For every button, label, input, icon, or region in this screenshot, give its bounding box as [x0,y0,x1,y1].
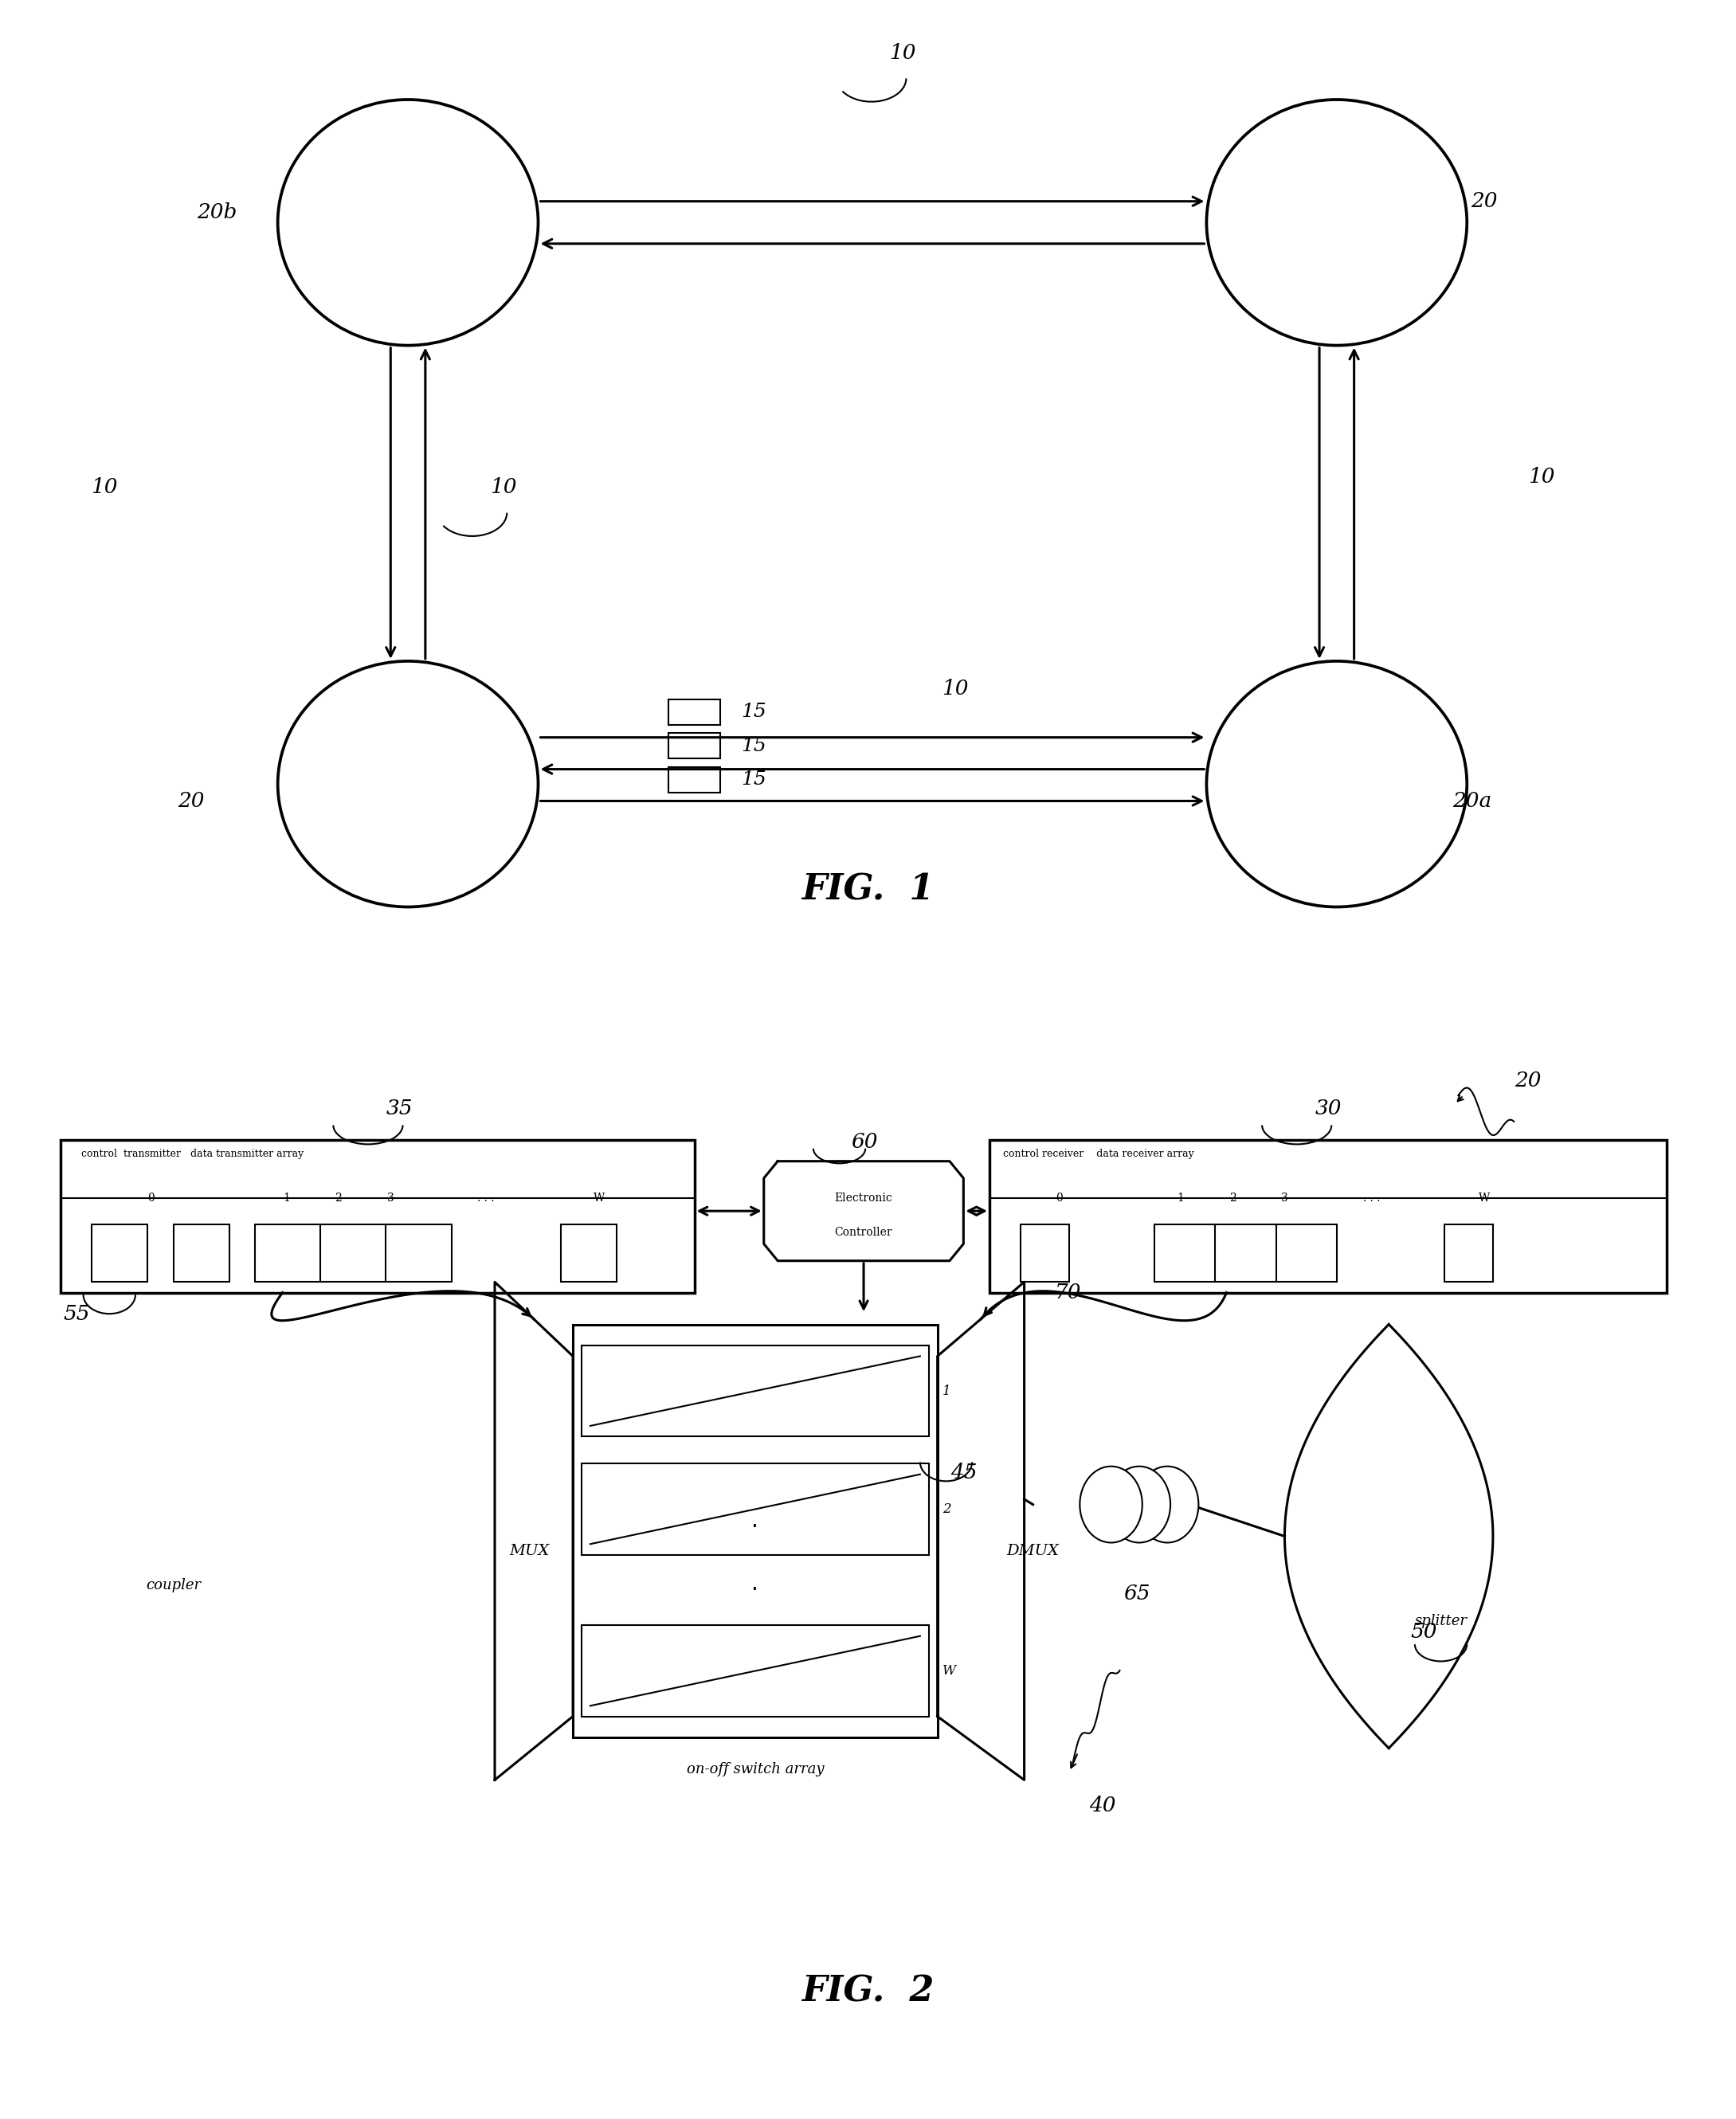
Text: FIG.  2: FIG. 2 [802,1975,934,2009]
Text: 0: 0 [148,1193,155,1204]
Text: W: W [1479,1193,1489,1204]
Text: control receiver    data receiver array: control receiver data receiver array [1003,1148,1194,1159]
Circle shape [1080,1466,1142,1543]
Text: 10: 10 [941,678,969,699]
Text: 0: 0 [1055,1193,1062,1204]
Text: 15: 15 [741,771,767,788]
Text: 50: 50 [1410,1621,1437,1642]
Text: 10: 10 [1528,466,1555,487]
Text: 2: 2 [335,1193,342,1204]
Text: .: . [752,1572,759,1596]
Text: 3: 3 [387,1193,394,1204]
Text: 10: 10 [889,42,917,64]
Text: 20a: 20a [1453,790,1491,812]
Text: Electronic: Electronic [835,1193,892,1204]
Text: 20: 20 [1514,1070,1542,1091]
Text: 20b: 20b [196,201,238,222]
Text: . . .: . . . [1363,1193,1380,1204]
Text: .: . [752,1509,759,1532]
Text: 40: 40 [1088,1795,1116,1816]
Text: 70: 70 [1054,1282,1082,1303]
Text: 60: 60 [851,1132,878,1153]
Circle shape [1108,1466,1170,1543]
Text: 20: 20 [177,790,205,812]
Text: MUX: MUX [509,1545,550,1557]
Text: 55: 55 [62,1303,90,1324]
Text: 1: 1 [283,1193,290,1204]
Text: 3: 3 [1281,1193,1288,1204]
Text: 10: 10 [490,477,517,498]
Text: Controller: Controller [835,1227,892,1237]
Text: 30: 30 [1314,1098,1342,1119]
Text: 15: 15 [741,704,767,720]
Circle shape [1135,1466,1198,1543]
Text: on-off switch array: on-off switch array [686,1763,825,1776]
Text: 45: 45 [950,1462,977,1483]
Text: 20: 20 [1470,191,1498,212]
Text: W: W [594,1193,604,1204]
Text: 1: 1 [943,1384,951,1399]
Text: coupler: coupler [146,1579,201,1591]
Text: FIG.  1: FIG. 1 [802,873,934,907]
Text: . . .: . . . [477,1193,495,1204]
Text: 2: 2 [943,1502,951,1515]
Text: 1: 1 [1177,1193,1184,1204]
Text: 2: 2 [1229,1193,1236,1204]
Text: 15: 15 [741,737,767,754]
Text: 65: 65 [1123,1583,1151,1604]
Text: 10: 10 [90,477,118,498]
Text: W: W [943,1663,957,1678]
Text: 35: 35 [385,1098,413,1119]
Text: control  transmitter   data transmitter array: control transmitter data transmitter arr… [82,1148,304,1159]
Text: DMUX: DMUX [1007,1545,1059,1557]
Text: splitter: splitter [1415,1615,1467,1627]
